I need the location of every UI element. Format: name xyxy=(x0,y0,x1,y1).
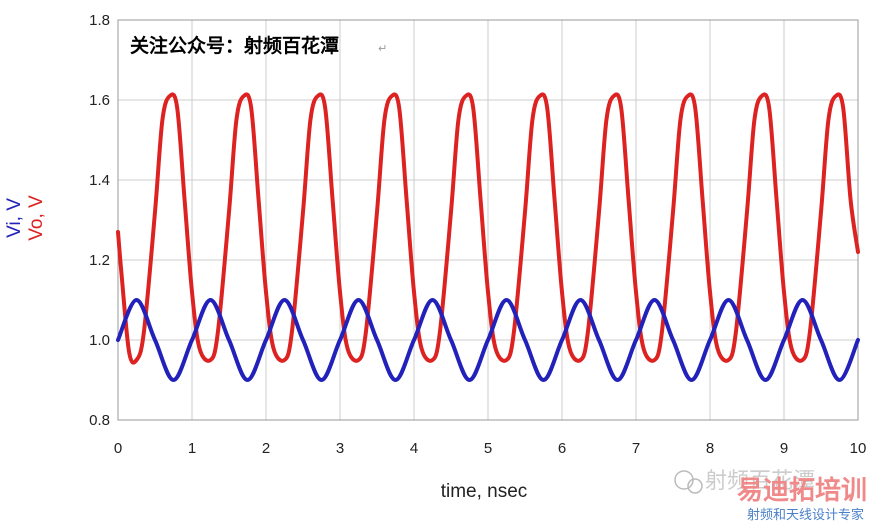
y-axis-label-vo: Vo, V xyxy=(26,195,47,241)
x-tick-label: 8 xyxy=(706,440,714,457)
x-tick-label: 9 xyxy=(780,440,788,457)
x-tick-label: 0 xyxy=(114,440,122,457)
x-tick-label: 5 xyxy=(484,440,492,457)
series-line-vi xyxy=(116,298,860,382)
x-tick-label: 4 xyxy=(410,440,418,457)
x-axis-label: time, nsec xyxy=(441,481,528,502)
y-axis-label-vo-group: Vo, V xyxy=(26,195,47,241)
plot-frame xyxy=(117,19,859,421)
y-tick-label: 1.0 xyxy=(89,332,110,349)
x-tick-label: 1 xyxy=(188,440,196,457)
y-axis-label-vi-group: Vi, V xyxy=(4,198,25,238)
watermark-faded-text: 射频百花潭 xyxy=(705,469,815,494)
watermark-subtitle: 射频和天线设计专家 xyxy=(747,507,864,523)
y-tick-label: 0.8 xyxy=(89,412,110,429)
watermark: 射频百花潭 易迪拓培训 射频和天线设计专家 xyxy=(674,469,867,523)
watermark-brand-text: 易迪拓培训 xyxy=(737,476,867,506)
x-tick-label: 2 xyxy=(262,440,270,457)
series-line-vo xyxy=(116,92,860,365)
x-tick-label: 10 xyxy=(850,440,867,457)
y-tick-label: 1.6 xyxy=(89,92,110,109)
y-tick-label: 1.8 xyxy=(89,12,110,29)
x-tick-label: 6 xyxy=(558,440,566,457)
y-axis-label-vi: Vi, V xyxy=(4,198,25,238)
annotation-text: 关注公众号：射频百花潭 xyxy=(130,34,339,57)
return-mark-icon: ↵ xyxy=(378,43,387,55)
y-tick-labels: 0.8 1.0 1.2 1.4 1.6 1.8 xyxy=(89,12,110,429)
chart-series xyxy=(116,92,860,382)
x-tick-label: 7 xyxy=(632,440,640,457)
wechat-icon xyxy=(674,470,703,494)
y-tick-label: 1.2 xyxy=(89,252,110,269)
x-tick-labels: 0 1 2 3 4 5 6 7 8 9 10 xyxy=(114,440,867,457)
x-tick-label: 3 xyxy=(336,440,344,457)
y-tick-label: 1.4 xyxy=(89,172,110,189)
